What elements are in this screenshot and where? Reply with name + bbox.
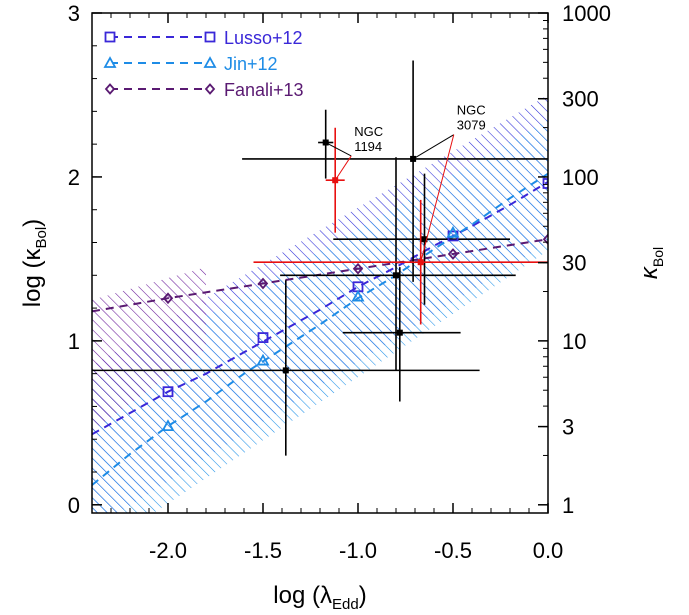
marker-jin-12 bbox=[446, 225, 460, 238]
y-right-tick-label: 1 bbox=[562, 493, 574, 518]
svg-text:NGC: NGC bbox=[457, 103, 486, 118]
model-lines bbox=[92, 172, 548, 486]
marker-lusso-12 bbox=[542, 178, 548, 189]
marker-jin-12 bbox=[351, 289, 365, 302]
marker-fanali-13 bbox=[447, 248, 459, 260]
legend: Lusso+12 Jin+12 Fanali+13 bbox=[103, 28, 304, 100]
marker-fanali-13 bbox=[352, 262, 364, 275]
axes: -2.0 -1.5 -1.0 -0.5 0.0 0 1 2 3 1 3 10 30 100 300 1000 bbox=[68, 1, 611, 563]
legend-label: Fanali+13 bbox=[224, 80, 304, 100]
y-right-tick-label: 3 bbox=[562, 415, 574, 440]
y-right-tick-label: 300 bbox=[562, 87, 599, 112]
marker-fanali-13 bbox=[162, 292, 174, 305]
error-point bbox=[318, 109, 334, 179]
svg-text:NGC: NGC bbox=[354, 124, 383, 139]
marker-lusso-12 bbox=[257, 332, 269, 343]
line-fanali-13 bbox=[92, 238, 548, 313]
y-right-axis-title: κBol bbox=[636, 247, 666, 279]
error-point bbox=[280, 157, 516, 371]
y-tick-label: 2 bbox=[68, 165, 80, 190]
legend-entry-jin-12: Jin+12 bbox=[103, 54, 278, 74]
x-tick-label: -2.0 bbox=[149, 538, 187, 563]
y-right-tick-label: 10 bbox=[562, 329, 586, 354]
svg-text:1194: 1194 bbox=[354, 139, 382, 154]
band-fanali-13 bbox=[92, 267, 206, 432]
legend-label: Jin+12 bbox=[224, 54, 278, 74]
error-point bbox=[333, 173, 510, 305]
marker-fanali-13 bbox=[257, 277, 269, 290]
y-tick-label: 0 bbox=[68, 493, 80, 518]
line-lusso-12 bbox=[92, 181, 548, 436]
y-right-tick-label: 1000 bbox=[562, 1, 611, 26]
legend-entry-lusso-12: Lusso+12 bbox=[104, 28, 303, 48]
y-axis-title: log (κBol) bbox=[19, 219, 50, 307]
y-tick-label: 1 bbox=[68, 329, 80, 354]
x-axis-title: log (λEdd) bbox=[273, 582, 366, 613]
uncertainty-bands bbox=[92, 94, 548, 513]
svg-text:3079: 3079 bbox=[457, 118, 486, 133]
x-tick-label: -0.5 bbox=[434, 538, 472, 563]
marker-jin-12 bbox=[161, 419, 175, 432]
y-tick-label: 3 bbox=[68, 1, 80, 26]
x-tick-label: -1.5 bbox=[244, 538, 282, 563]
marker-lusso-12 bbox=[162, 386, 174, 398]
model-markers bbox=[161, 178, 548, 432]
x-tick-label: 0.0 bbox=[533, 538, 564, 563]
legend-label: Lusso+12 bbox=[224, 28, 303, 48]
y-right-tick-label: 100 bbox=[562, 165, 599, 190]
marker-fanali-13 bbox=[542, 233, 548, 246]
y-right-tick-label: 30 bbox=[562, 251, 586, 276]
x-tick-label: -1.0 bbox=[339, 538, 377, 563]
error-point bbox=[92, 280, 480, 456]
marker-jin-12 bbox=[256, 353, 270, 366]
error-point bbox=[342, 267, 461, 402]
legend-entry-fanali-13: Fanali+13 bbox=[104, 80, 304, 100]
band-jin-12 bbox=[92, 119, 548, 513]
